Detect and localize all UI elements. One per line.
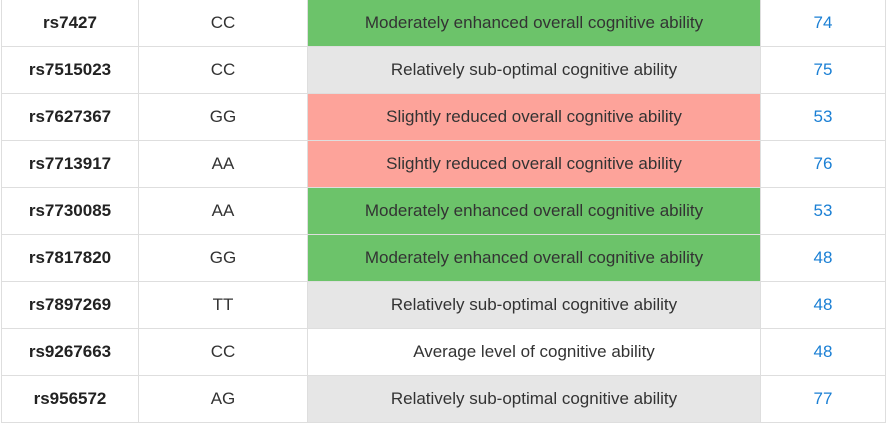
interpretation-cell: Average level of cognitive ability	[307, 328, 761, 376]
table-row: rs7817820 GG Moderately enhanced overall…	[1, 234, 886, 282]
interpretation-cell: Relatively sub-optimal cognitive ability	[307, 375, 761, 423]
snp-results-table: rs7427 CC Moderately enhanced overall co…	[1, 0, 886, 423]
table-row: rs7897269 TT Relatively sub-optimal cogn…	[1, 281, 886, 329]
score-link[interactable]: 75	[760, 46, 886, 94]
rsid-cell: rs956572	[1, 375, 139, 423]
rsid-cell: rs9267663	[1, 328, 139, 376]
table-row: rs7730085 AA Moderately enhanced overall…	[1, 187, 886, 235]
rsid-cell: rs7427	[1, 0, 139, 47]
genotype-cell: CC	[138, 0, 308, 47]
genotype-cell: CC	[138, 328, 308, 376]
genotype-cell: GG	[138, 234, 308, 282]
score-link[interactable]: 74	[760, 0, 886, 47]
rsid-cell: rs7627367	[1, 93, 139, 141]
score-link[interactable]: 48	[760, 328, 886, 376]
score-link[interactable]: 53	[760, 93, 886, 141]
rsid-cell: rs7713917	[1, 140, 139, 188]
score-link[interactable]: 48	[760, 281, 886, 329]
score-link[interactable]: 53	[760, 187, 886, 235]
interpretation-cell: Moderately enhanced overall cognitive ab…	[307, 234, 761, 282]
genotype-cell: AG	[138, 375, 308, 423]
genotype-cell: AA	[138, 140, 308, 188]
score-link[interactable]: 77	[760, 375, 886, 423]
interpretation-cell: Moderately enhanced overall cognitive ab…	[307, 0, 761, 47]
interpretation-cell: Relatively sub-optimal cognitive ability	[307, 281, 761, 329]
rsid-cell: rs7817820	[1, 234, 139, 282]
rsid-cell: rs7897269	[1, 281, 139, 329]
table-row: rs956572 AG Relatively sub-optimal cogni…	[1, 375, 886, 423]
table-row: rs7713917 AA Slightly reduced overall co…	[1, 140, 886, 188]
rsid-cell: rs7730085	[1, 187, 139, 235]
interpretation-cell: Moderately enhanced overall cognitive ab…	[307, 187, 761, 235]
score-link[interactable]: 76	[760, 140, 886, 188]
genotype-cell: AA	[138, 187, 308, 235]
interpretation-cell: Slightly reduced overall cognitive abili…	[307, 93, 761, 141]
interpretation-cell: Relatively sub-optimal cognitive ability	[307, 46, 761, 94]
genotype-cell: TT	[138, 281, 308, 329]
genotype-cell: CC	[138, 46, 308, 94]
score-link[interactable]: 48	[760, 234, 886, 282]
table-row: rs7427 CC Moderately enhanced overall co…	[1, 0, 886, 47]
table-row: rs7627367 GG Slightly reduced overall co…	[1, 93, 886, 141]
table-row: rs9267663 CC Average level of cognitive …	[1, 328, 886, 376]
genotype-cell: GG	[138, 93, 308, 141]
rsid-cell: rs7515023	[1, 46, 139, 94]
interpretation-cell: Slightly reduced overall cognitive abili…	[307, 140, 761, 188]
table-row: rs7515023 CC Relatively sub-optimal cogn…	[1, 46, 886, 94]
